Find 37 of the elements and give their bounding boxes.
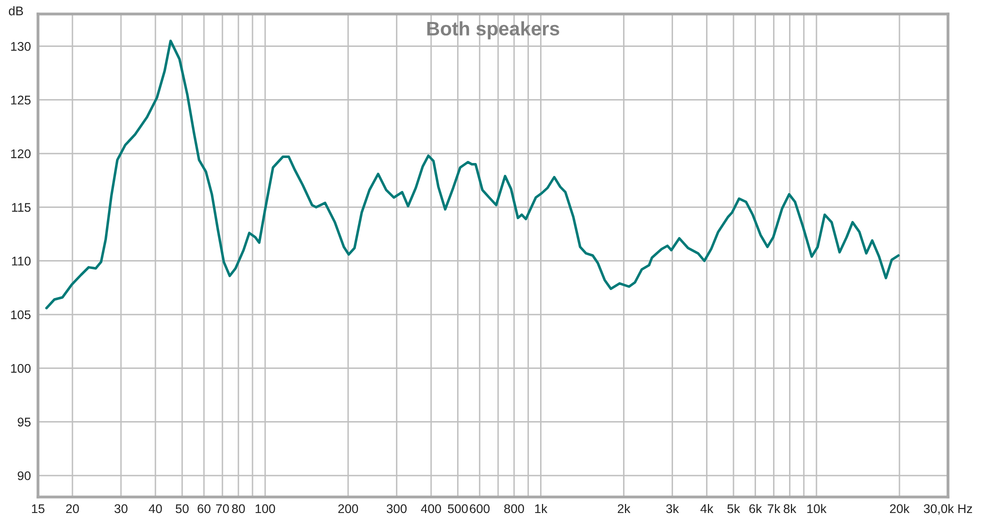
chart-title: Both speakers — [427, 21, 560, 40]
x-tick-label: 7k — [768, 504, 780, 514]
x-tick-label: 4k — [700, 504, 714, 514]
y-tick-label: 90 — [18, 471, 31, 480]
x-tick-label: 800 — [504, 504, 524, 514]
x-tick-label: 30,0k Hz — [924, 504, 972, 515]
y-axis-title: dB — [8, 6, 23, 16]
x-tick-label: 300 — [386, 504, 407, 514]
y-tick-label: 100 — [11, 364, 31, 373]
x-tick-label: 200 — [338, 504, 358, 514]
x-tick-label: 2k — [618, 504, 630, 514]
x-tick-label: 8k — [784, 504, 796, 514]
x-tick-label: 15 — [32, 504, 44, 514]
y-tick-label: 95 — [18, 418, 31, 427]
x-tick-label: 20k — [890, 504, 910, 514]
x-tick-label: 80 — [232, 504, 245, 514]
x-tick-label: 600 — [470, 504, 490, 514]
x-tick-label: 1k — [535, 504, 548, 514]
x-tick-label: 5k — [727, 504, 740, 514]
y-tick-label: 105 — [11, 310, 31, 320]
x-tick-label: 100 — [256, 504, 276, 514]
x-tick-label: 40 — [148, 504, 162, 514]
y-tick-label: 125 — [11, 96, 31, 105]
x-tick-label: 30 — [114, 504, 128, 514]
x-tick-label: 20 — [66, 504, 79, 514]
x-tick-label: 6k — [749, 504, 762, 514]
x-tick-label: 400 — [420, 504, 442, 514]
y-tick-label: 110 — [12, 256, 31, 266]
x-tick-label: 60 — [198, 504, 210, 514]
x-tick-label: 70 — [216, 504, 229, 514]
y-tick-label: 115 — [12, 203, 31, 212]
x-tick-label: 500 — [448, 504, 468, 514]
x-tick-label: 3k — [666, 504, 679, 514]
x-tick-label: 10k — [807, 504, 827, 514]
y-tick-label: 120 — [11, 149, 31, 158]
x-tick-label: 50 — [176, 504, 189, 514]
y-tick-label: 130 — [11, 42, 31, 51]
